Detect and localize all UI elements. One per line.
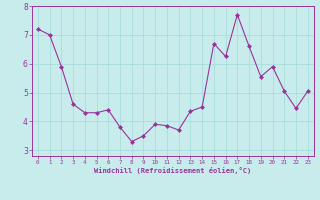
X-axis label: Windchill (Refroidissement éolien,°C): Windchill (Refroidissement éolien,°C) <box>94 167 252 174</box>
